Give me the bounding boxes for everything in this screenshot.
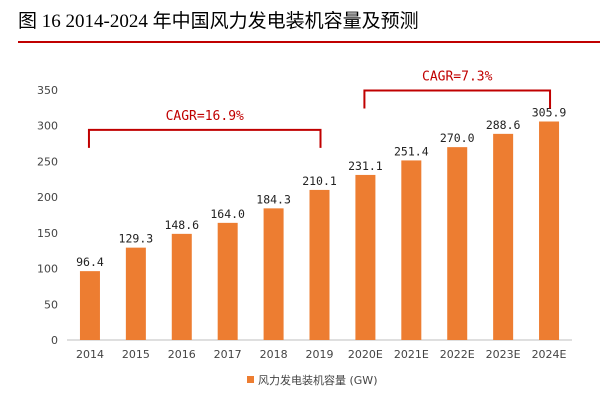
data-label: 210.1 bbox=[302, 174, 337, 188]
bar bbox=[493, 133, 514, 340]
y-tick-label: 200 bbox=[37, 191, 58, 204]
cagr-label: CAGR=16.9% bbox=[166, 109, 244, 124]
data-label: 231.1 bbox=[348, 159, 383, 173]
data-label: 148.6 bbox=[164, 218, 199, 232]
bar bbox=[355, 174, 376, 340]
data-label: 305.9 bbox=[532, 106, 567, 120]
bar bbox=[79, 271, 100, 340]
cagr-label: CAGR=7.3% bbox=[422, 70, 493, 85]
x-tick-label: 2015 bbox=[122, 348, 150, 361]
y-tick-label: 50 bbox=[44, 298, 58, 311]
legend-swatch bbox=[247, 376, 254, 383]
data-label: 270.0 bbox=[440, 131, 475, 145]
x-tick-label: 2016 bbox=[168, 348, 196, 361]
bar bbox=[125, 247, 146, 340]
data-label: 96.4 bbox=[76, 255, 104, 269]
bar bbox=[217, 222, 238, 340]
y-tick-label: 0 bbox=[51, 334, 58, 347]
title-rule bbox=[18, 41, 600, 43]
x-tick-label: 2018 bbox=[260, 348, 288, 361]
data-label: 288.6 bbox=[486, 118, 521, 132]
cagr-bracket bbox=[363, 89, 552, 109]
figure-title: 图 16 2014-2024 年中国风力发电装机容量及预测 bbox=[18, 11, 419, 32]
bar bbox=[263, 208, 284, 340]
cagr-bracket bbox=[87, 128, 322, 148]
data-label: 251.4 bbox=[394, 144, 429, 158]
y-tick-label: 150 bbox=[37, 227, 58, 240]
x-tick-label: 2019 bbox=[306, 348, 334, 361]
y-tick-label: 300 bbox=[37, 120, 58, 133]
y-tick-label: 250 bbox=[37, 155, 58, 168]
data-label: 129.3 bbox=[119, 232, 154, 246]
y-tick-label: 100 bbox=[37, 263, 58, 276]
y-tick-label: 350 bbox=[37, 84, 58, 97]
x-tick-label: 2021E bbox=[394, 348, 429, 361]
x-tick-label: 2017 bbox=[214, 348, 242, 361]
bar bbox=[309, 189, 330, 340]
legend-label: 风力发电装机容量 (GW) bbox=[258, 373, 377, 387]
bar bbox=[401, 160, 422, 340]
x-tick-label: 2023E bbox=[486, 348, 521, 361]
bar bbox=[447, 147, 468, 340]
x-tick-label: 2020E bbox=[348, 348, 383, 361]
data-label: 184.3 bbox=[256, 192, 291, 206]
x-tick-label: 2014 bbox=[76, 348, 104, 361]
x-tick-label: 2024E bbox=[532, 348, 567, 361]
bar bbox=[539, 121, 560, 340]
x-tick-label: 2022E bbox=[440, 348, 475, 361]
bar bbox=[171, 233, 192, 340]
data-label: 164.0 bbox=[210, 207, 245, 221]
